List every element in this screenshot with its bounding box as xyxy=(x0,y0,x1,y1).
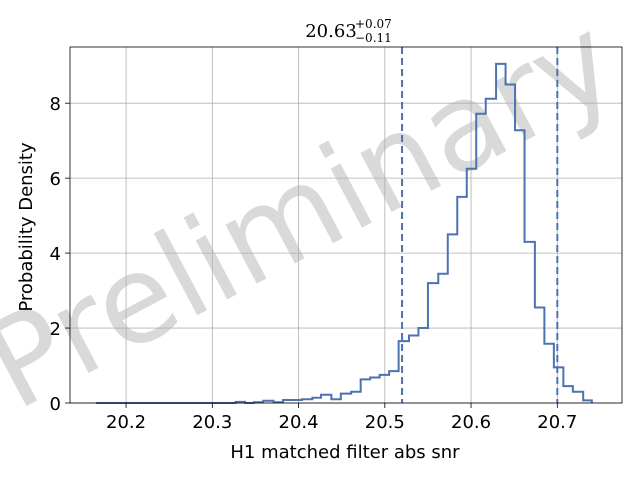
histogram-bin-21 xyxy=(428,283,438,403)
y-tick-label-0: 0 xyxy=(50,394,61,415)
x-axis-ticks: 20.2 20.3 20.4 20.5 20.6 20.7 xyxy=(106,403,577,433)
histogram-bin-7 xyxy=(293,400,302,403)
histogram-bin-31 xyxy=(525,242,535,403)
credible-interval-lines xyxy=(401,47,559,403)
y-tick-label-4: 8 xyxy=(50,94,61,115)
title-median-value: 20.63 xyxy=(305,21,357,42)
histogram-bin-6 xyxy=(283,400,292,403)
x-tick-label-0: 20.2 xyxy=(106,412,146,433)
histogram-bin-14 xyxy=(361,379,370,403)
y-axis-ticks: 0 2 4 6 8 xyxy=(50,94,70,415)
title-upper-error: +0.07 xyxy=(355,17,392,31)
histogram-bin-27 xyxy=(486,99,496,403)
histogram-bin-34 xyxy=(554,367,563,403)
histogram-bin-32 xyxy=(535,307,544,403)
y-tick-label-1: 2 xyxy=(50,319,61,340)
histogram-step-line xyxy=(95,62,593,404)
histogram-bin-19 xyxy=(409,336,418,403)
histogram-bin-33 xyxy=(544,344,553,403)
y-tick-label-3: 6 xyxy=(50,169,61,190)
axes-frame xyxy=(69,46,623,404)
x-tick-label-3: 20.5 xyxy=(365,412,405,433)
histogram-bin-22 xyxy=(438,274,447,403)
x-tick-label-4: 20.6 xyxy=(451,412,491,433)
x-tick-label-1: 20.3 xyxy=(192,412,232,433)
y-tick-label-2: 4 xyxy=(50,244,61,265)
histogram-bin-15 xyxy=(370,378,379,403)
histogram-bin-26 xyxy=(476,114,485,403)
histogram-bin-35 xyxy=(563,386,572,403)
histogram-bin-9 xyxy=(312,398,321,403)
grid-lines xyxy=(70,47,622,404)
histogram-bin-8 xyxy=(302,399,312,403)
x-tick-label-2: 20.4 xyxy=(279,412,319,433)
histogram-bin-20 xyxy=(418,328,427,403)
histogram-bin-16 xyxy=(380,375,389,403)
histogram-bin-18 xyxy=(399,341,409,403)
histogram-bin-36 xyxy=(573,392,583,403)
histogram-bin-12 xyxy=(341,394,351,403)
x-tick-label-5: 20.7 xyxy=(537,412,577,433)
histogram-bin-30 xyxy=(515,130,524,403)
x-axis-label: H1 matched filter abs snr xyxy=(230,442,460,463)
histogram-bin-23 xyxy=(448,234,457,403)
chart-title: 20.63 +0.07 −0.11 xyxy=(305,17,392,45)
histogram-bin-13 xyxy=(351,392,360,403)
histogram-bin-24 xyxy=(457,197,466,403)
histogram-bin-28 xyxy=(496,64,505,403)
histogram-bin-11 xyxy=(331,399,340,403)
histogram-bin-10 xyxy=(321,395,331,403)
y-axis-label: Probability Density xyxy=(16,142,37,312)
histogram-bin-25 xyxy=(467,169,476,403)
histogram-bin-29 xyxy=(506,84,515,403)
title-lower-error: −0.11 xyxy=(355,31,392,45)
histogram-bin-17 xyxy=(389,371,398,403)
